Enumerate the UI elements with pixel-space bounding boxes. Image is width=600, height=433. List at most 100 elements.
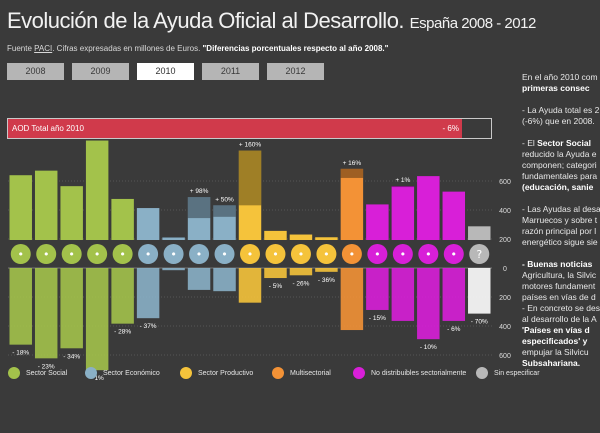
source-bold-note: "Diferencias porcentuales respecto al añ…	[202, 44, 389, 53]
data-label: + 160%	[239, 142, 261, 149]
bar-2008	[468, 268, 491, 314]
data-label: - 26%	[292, 280, 309, 287]
administrative-icon-glyph: •	[451, 248, 458, 261]
side-text: Agricultura, la Silvic	[522, 270, 597, 280]
industry-icon	[265, 244, 286, 264]
administrative-icon	[443, 244, 464, 264]
title-subtitle: España 2008 - 2012	[409, 15, 537, 32]
legend-label-productivo: Sector Productivo	[198, 369, 254, 377]
data-label: - 36%	[318, 277, 335, 284]
side-bold: (educación, sanie	[522, 182, 594, 192]
y-tick-label: 0	[503, 266, 507, 273]
data-label: - 70%	[471, 319, 488, 326]
bar-2010	[340, 168, 364, 240]
bar-2010	[213, 205, 236, 240]
side-paragraph-social: - El Sector Social reducido la Ayuda e com…	[522, 138, 600, 193]
bar-2008	[187, 268, 211, 290]
tab-2012[interactable]: 2012	[267, 63, 324, 80]
bar-2010	[315, 237, 338, 240]
title-main: Evolución de la Ayuda Oficial al Desarro…	[7, 8, 405, 33]
health-icon	[36, 244, 57, 264]
side-text: (-6%) que en 2008.	[522, 116, 595, 126]
side-paragraph-total: - La Ayuda total es 2 (-6%) que en 2008.	[522, 105, 600, 127]
bar-2008	[162, 268, 185, 271]
data-label: - 18%	[12, 350, 29, 357]
industry-icon-glyph: •	[272, 248, 279, 261]
side-text: energético sigue sie	[522, 237, 598, 247]
side-paragraph-intro: En el año 2010 com primeras consec	[522, 72, 600, 94]
legend-item-sin-especificar: Sin especificar	[476, 367, 546, 379]
communications-icon	[163, 244, 184, 264]
tab-2009[interactable]: 2009	[72, 63, 129, 80]
bar-2010	[85, 140, 109, 240]
bar-2008	[34, 268, 58, 359]
bar-2010	[468, 226, 491, 240]
bar-2010	[366, 204, 389, 240]
banking-icon-glyph: •	[221, 248, 228, 261]
tab-2008[interactable]: 2008	[7, 63, 64, 80]
data-label: - 1%	[90, 375, 104, 382]
legend-item-economico: Sector Económico	[85, 367, 180, 379]
legend-item-productivo: Sector Productivo	[180, 367, 272, 379]
bar-2008	[111, 268, 134, 324]
education-icon	[10, 244, 31, 264]
side-text: - Las Ayudas al desa	[522, 204, 600, 214]
bar-increase	[340, 168, 364, 178]
bar-2008	[340, 268, 364, 331]
side-text: En el año 2010 com	[522, 72, 598, 82]
bar-2010	[264, 230, 287, 240]
tab-2010[interactable]: 2010	[137, 63, 194, 80]
education-icon-glyph: •	[17, 248, 24, 261]
data-label: - 23%	[38, 363, 55, 370]
source-note: Fuente PACI. Cifras expresadas en millon…	[7, 44, 388, 53]
page-title: Evolución de la Ayuda Oficial al Desarro…	[7, 8, 536, 34]
bar-2008	[60, 268, 83, 349]
side-commentary: En el año 2010 com primeras consec - La A…	[522, 72, 600, 380]
legend-label-sin-especificar: Sin especificar	[494, 369, 540, 377]
legend-swatch-productivo	[180, 367, 192, 379]
data-label: + 98%	[190, 188, 209, 195]
water-icon-glyph: •	[68, 248, 75, 261]
legend-swatch-multisectorial	[272, 367, 284, 379]
y-tick-label: 400	[499, 208, 511, 215]
unspecified-icon	[469, 244, 490, 264]
legend-label-multisectorial: Multisectorial	[290, 369, 331, 377]
source-link-paci[interactable]: PACI	[34, 44, 53, 53]
population-icon	[87, 244, 108, 264]
y-tick-label: 600	[499, 353, 511, 360]
environment-icon	[341, 244, 362, 264]
bar-increase	[391, 186, 415, 188]
side-bold: especificados' y	[522, 336, 588, 346]
aod-total-fill	[8, 119, 463, 138]
budget-support-icon-glyph: •	[374, 248, 381, 261]
bar-2008	[417, 268, 440, 340]
side-text: - El	[522, 138, 538, 148]
bar-2008	[238, 268, 262, 303]
data-label: + 1%	[395, 177, 410, 184]
bar-2010	[111, 198, 134, 240]
humanitarian-icon	[418, 244, 439, 264]
bar-increase	[187, 197, 211, 219]
side-text: fundamentales para	[522, 171, 598, 181]
legend-item-social: Sector Social	[8, 367, 85, 379]
y-tick-label: 400	[499, 324, 511, 331]
environment-icon-glyph: •	[349, 248, 356, 261]
government-icon	[112, 244, 133, 264]
tab-2011[interactable]: 2011	[202, 63, 259, 80]
bar-2008	[85, 268, 109, 371]
bar-2008	[289, 268, 313, 276]
side-text: países en vías de d	[522, 292, 596, 302]
debt-icon-glyph: •	[400, 248, 407, 261]
aod-total-pct: - 6%	[442, 124, 459, 133]
side-bold: - Buenas noticias	[522, 259, 593, 269]
bar-2008	[315, 268, 338, 272]
chart-legend: Sector Social Sector Económico Sector Pr…	[8, 367, 546, 379]
tourism-icon-glyph: •	[323, 248, 330, 261]
aod-total-label: AOD Total año 2010	[12, 124, 84, 133]
legend-swatch-social	[8, 367, 20, 379]
legend-swatch-sin-especificar	[476, 367, 488, 379]
legend-swatch-no-distribuibles	[353, 367, 365, 379]
transport-icon	[138, 244, 159, 264]
